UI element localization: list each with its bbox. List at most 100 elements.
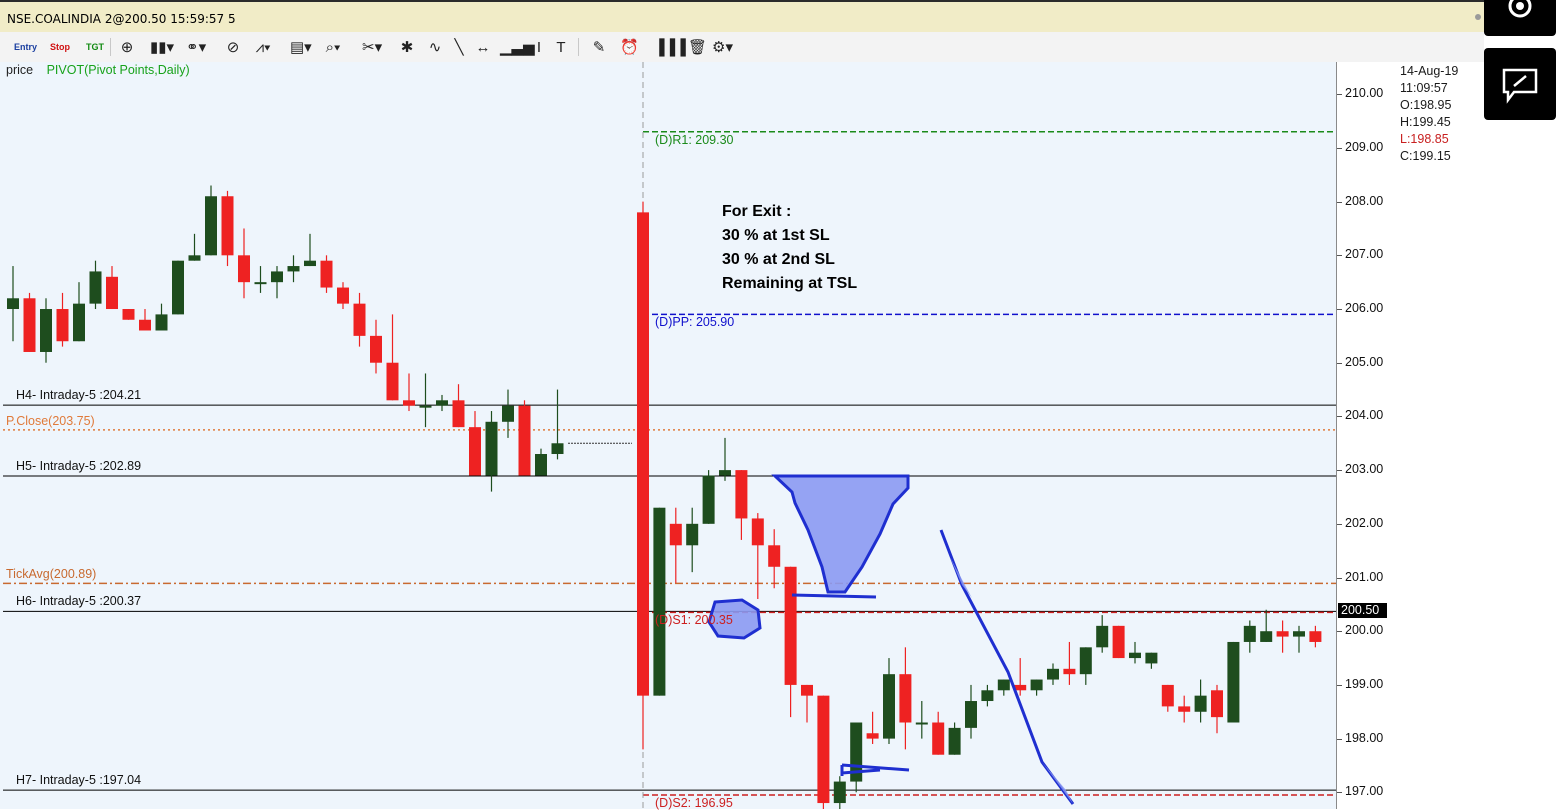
candle-body[interactable]	[1194, 695, 1207, 712]
candle-body[interactable]	[1178, 706, 1191, 712]
funnel-base-line[interactable]	[791, 593, 877, 599]
candle-body[interactable]	[1014, 684, 1027, 691]
candle-body[interactable]	[1063, 668, 1076, 675]
candle-body[interactable]	[403, 400, 415, 406]
candle-body[interactable]	[436, 400, 448, 406]
candle-body[interactable]	[965, 701, 977, 728]
candle-body[interactable]	[1129, 652, 1141, 659]
candle-body[interactable]	[485, 421, 498, 476]
zoom-icon[interactable]: ⌕▾	[325, 38, 341, 56]
candle-body[interactable]	[817, 695, 830, 804]
candle-body[interactable]	[997, 679, 1010, 691]
arrow-drawing[interactable]	[840, 763, 910, 776]
candle-body[interactable]	[551, 443, 564, 455]
ruler-icon[interactable]: ✎	[592, 39, 606, 56]
entry-button[interactable]: Entry	[14, 36, 37, 58]
candle-body[interactable]	[370, 335, 382, 363]
candle-body[interactable]	[1030, 679, 1043, 691]
candle-body[interactable]	[205, 196, 217, 256]
vertical-line-icon[interactable]: I	[536, 38, 542, 56]
candle-body[interactable]	[139, 319, 151, 331]
candle-body[interactable]	[1211, 690, 1223, 718]
candle-body[interactable]	[784, 566, 797, 685]
crosshair-icon[interactable]: ⊕	[120, 39, 134, 56]
candle-body[interactable]	[1112, 625, 1125, 659]
candle-body[interactable]	[7, 298, 19, 310]
candle-body[interactable]	[1309, 631, 1322, 642]
candle-body[interactable]	[221, 196, 234, 256]
candle-body[interactable]	[419, 405, 432, 408]
candle-body[interactable]	[238, 255, 250, 283]
price-axis[interactable]: 197.00 198.00 199.00 200.00 201.00 202.00 203.…	[1336, 62, 1395, 809]
candle-body[interactable]	[702, 475, 715, 524]
candle-body[interactable]	[1079, 647, 1092, 675]
candle-body[interactable]	[320, 260, 333, 288]
candle-body[interactable]	[254, 282, 267, 285]
candle-body[interactable]	[653, 507, 666, 696]
candle-body[interactable]	[122, 309, 135, 320]
stop-button[interactable]: Stop	[50, 36, 70, 58]
candle-body[interactable]	[833, 781, 846, 804]
tgt-button[interactable]: TGT	[86, 36, 104, 58]
candle-body[interactable]	[981, 690, 994, 702]
candle-body[interactable]	[452, 400, 465, 428]
candle-body[interactable]	[1047, 668, 1059, 680]
template-icon[interactable]: ▤▾	[290, 39, 312, 56]
candle-body[interactable]	[304, 260, 316, 267]
magic-icon[interactable]: ✱	[400, 39, 414, 56]
candle-body[interactable]	[106, 276, 118, 310]
funnel-drawing[interactable]	[771, 474, 910, 594]
candle-body[interactable]	[751, 518, 764, 546]
candle-body[interactable]	[535, 454, 547, 476]
candle-body[interactable]	[188, 255, 201, 261]
text-tool-icon[interactable]: T	[556, 38, 566, 56]
candle-body[interactable]	[899, 674, 912, 723]
candle-body[interactable]	[502, 405, 514, 422]
candle-body[interactable]	[1161, 684, 1174, 707]
candle-body[interactable]	[23, 298, 36, 352]
candle-body[interactable]	[386, 362, 399, 401]
candle-body[interactable]	[155, 314, 168, 331]
cycle-icon[interactable]: ⊘	[226, 39, 240, 56]
candle-body[interactable]	[948, 727, 961, 755]
alarm-icon[interactable]: ⏰	[620, 39, 639, 56]
candle-body[interactable]	[172, 260, 184, 315]
candle-body[interactable]	[518, 405, 531, 476]
candle-body[interactable]	[686, 523, 699, 546]
candle-body[interactable]	[89, 271, 102, 304]
candle-body[interactable]	[801, 684, 813, 696]
candle-body[interactable]	[469, 427, 481, 476]
candle-body[interactable]	[719, 470, 731, 476]
candle-body[interactable]	[287, 266, 300, 272]
wave-icon[interactable]: ∿	[428, 39, 442, 56]
candle-body[interactable]	[866, 733, 879, 739]
candle-body[interactable]	[73, 303, 85, 342]
scissors-icon[interactable]: ✂▾	[362, 39, 383, 56]
line-icon[interactable]: ╲	[454, 39, 464, 56]
candle-body[interactable]	[1096, 625, 1109, 648]
candle-body[interactable]	[353, 303, 366, 336]
candle-body[interactable]	[735, 470, 748, 519]
blob-drawing[interactable]	[707, 598, 762, 640]
candle-body[interactable]	[1260, 631, 1273, 642]
candle-body[interactable]	[637, 212, 649, 696]
link-icon[interactable]: ⚭▾	[186, 39, 207, 56]
candle-body[interactable]	[883, 674, 895, 739]
candle-body[interactable]	[932, 722, 945, 755]
candle-body[interactable]	[337, 287, 349, 304]
delete-icon[interactable]: 🗑	[688, 39, 708, 56]
candle-body[interactable]	[1276, 631, 1289, 637]
bars-icon[interactable]: ▐▐▐	[654, 38, 686, 56]
chart-plot-area[interactable]	[0, 62, 1336, 809]
candle-body[interactable]	[1293, 631, 1305, 637]
candle-body[interactable]	[915, 722, 928, 725]
draw-tool-icon[interactable]: ⩘▾	[255, 38, 271, 56]
candle-body[interactable]	[56, 309, 69, 342]
feedback-button[interactable]	[1484, 48, 1556, 120]
candle-body[interactable]	[1243, 625, 1256, 642]
candle-body[interactable]	[669, 523, 682, 546]
volume-icon[interactable]: ▁▃▅	[500, 39, 535, 56]
settings-icon[interactable]: ⚙▾	[712, 39, 733, 56]
candle-body[interactable]	[768, 545, 781, 567]
window-dot-icon[interactable]	[1475, 14, 1481, 20]
